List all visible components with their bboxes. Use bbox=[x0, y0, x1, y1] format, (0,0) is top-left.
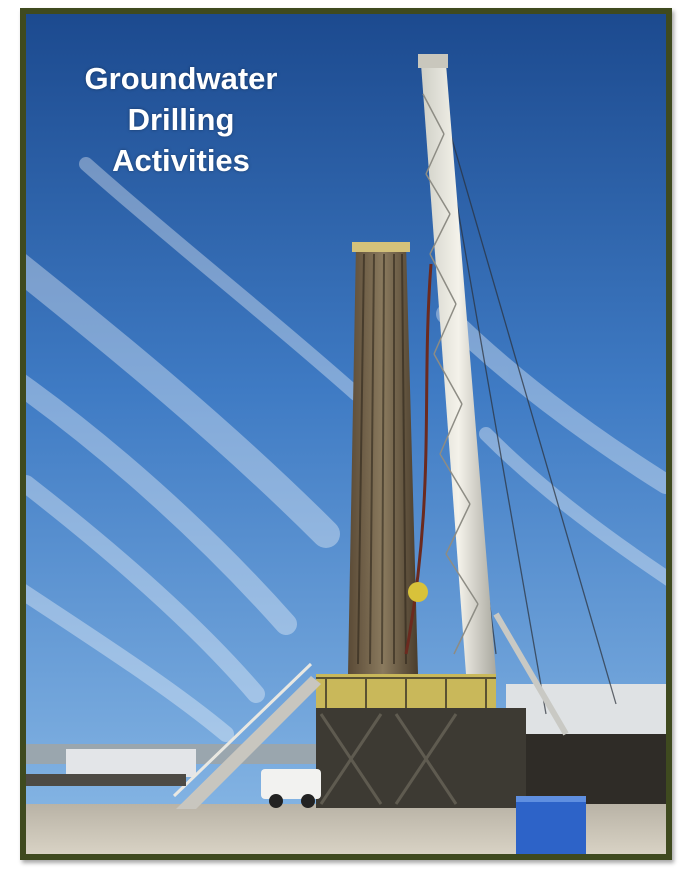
pickup-truck bbox=[261, 769, 321, 799]
title-line-2: Drilling bbox=[127, 102, 235, 137]
substructure bbox=[316, 708, 526, 808]
derrick-mast bbox=[421, 64, 496, 674]
clouds bbox=[26, 157, 666, 742]
stairway bbox=[176, 676, 321, 809]
tote-lid bbox=[516, 796, 586, 802]
monkey-board bbox=[352, 242, 410, 252]
blue-tote bbox=[516, 796, 586, 854]
mast-lattice bbox=[422, 93, 479, 655]
crown-block bbox=[418, 54, 448, 68]
mud-tanks bbox=[526, 734, 666, 804]
drilling-rig-photo bbox=[26, 14, 666, 854]
stair-rail bbox=[172, 662, 313, 798]
pipe-rack-left bbox=[26, 774, 186, 786]
truck-wheel bbox=[269, 794, 283, 808]
hook-block bbox=[408, 582, 428, 602]
title-line-3: Activities bbox=[112, 143, 250, 178]
title-line-1: Groundwater bbox=[84, 61, 278, 96]
photo-frame: Groundwater Drilling Activities bbox=[20, 8, 672, 860]
substructure-bracing bbox=[319, 713, 458, 805]
page-title: Groundwater Drilling Activities bbox=[46, 58, 316, 181]
truck-wheel bbox=[301, 794, 315, 808]
catwalk-ramp bbox=[493, 612, 569, 736]
trailer bbox=[66, 749, 196, 777]
pipe-lines bbox=[357, 253, 407, 665]
floor-railing bbox=[316, 677, 496, 708]
